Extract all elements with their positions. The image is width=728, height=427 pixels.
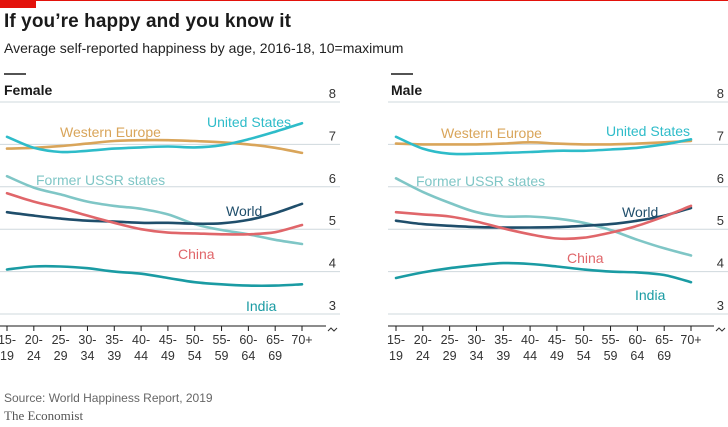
series-label-western-europe: Western Europe	[60, 124, 161, 140]
series-line-united-states	[5, 121, 304, 154]
x-tick-label: 59	[604, 349, 618, 363]
y-tick-label: 3	[329, 298, 336, 313]
x-tick-label: 64	[241, 349, 255, 363]
x-tick-label: 30-	[467, 333, 485, 347]
y-tick-label: 7	[329, 128, 336, 143]
x-tick-label: 49	[161, 349, 175, 363]
axis-break-icon	[715, 327, 726, 332]
panel-title-female: Female	[4, 82, 52, 98]
y-tick-label: 7	[717, 128, 724, 143]
y-tick-label: 6	[329, 171, 336, 186]
x-tick-label: 15-	[0, 333, 16, 347]
series-label-former-ussr-states: Former USSR states	[36, 172, 165, 188]
x-tick-label: 65-	[655, 333, 673, 347]
x-tick-label: 20-	[25, 333, 43, 347]
x-tick-label: 59	[215, 349, 229, 363]
x-tick-label: 69	[657, 349, 671, 363]
chart-title: If you’re happy and you know it	[4, 11, 292, 32]
x-tick-label: 50-	[575, 333, 593, 347]
series-label-former-ussr-states: Former USSR states	[416, 173, 545, 189]
x-tick-label: 20-	[414, 333, 432, 347]
x-tick-label: 15-	[387, 333, 405, 347]
y-tick-label: 6	[717, 171, 724, 186]
x-tick-label: 25-	[52, 333, 70, 347]
x-tick-label: 30-	[78, 333, 96, 347]
x-tick-label: 35-	[105, 333, 123, 347]
y-tick-label: 8	[717, 86, 724, 101]
x-tick-label: 34	[81, 349, 95, 363]
x-tick-label: 65-	[266, 333, 284, 347]
y-tick-label: 4	[717, 256, 724, 271]
x-tick-label: 60-	[239, 333, 257, 347]
series-line-world	[394, 206, 693, 229]
series-line-western-europe	[394, 139, 693, 146]
chart-subtitle: Average self-reported happiness by age, …	[4, 40, 404, 56]
x-tick-label: 60-	[628, 333, 646, 347]
series-label-world: World	[622, 204, 658, 220]
series-label-china: China	[178, 246, 215, 262]
x-tick-label: 45-	[548, 333, 566, 347]
x-tick-label: 55-	[602, 333, 620, 347]
y-tick-label: 5	[329, 213, 336, 228]
x-tick-label: 24	[416, 349, 430, 363]
x-tick-label: 49	[550, 349, 564, 363]
top-rule	[36, 0, 728, 1]
x-tick-label: 54	[188, 349, 202, 363]
x-tick-label: 70+	[680, 333, 701, 347]
series-label-united-states: United States	[207, 114, 291, 130]
x-tick-label: 35-	[494, 333, 512, 347]
x-tick-label: 70+	[291, 333, 312, 347]
series-line-united-states	[394, 135, 693, 156]
series-line-india	[5, 264, 304, 288]
series-label-western-europe: Western Europe	[441, 125, 542, 141]
axis-break-icon	[327, 327, 338, 332]
x-tick-label: 19	[0, 349, 14, 363]
x-tick-label: 29	[443, 349, 457, 363]
series-label-china: China	[567, 250, 604, 266]
series-label-india: India	[246, 298, 277, 314]
x-tick-label: 69	[268, 349, 282, 363]
economist-red-tag	[0, 0, 36, 8]
series-line-world	[5, 202, 304, 226]
y-tick-label: 8	[329, 86, 336, 101]
series-line-western-europe	[5, 138, 304, 155]
series-label-india: India	[635, 287, 666, 303]
series-line-china	[5, 191, 304, 236]
x-tick-label: 40-	[132, 333, 150, 347]
source-note: Source: World Happiness Report, 2019	[4, 391, 213, 405]
x-tick-label: 44	[134, 349, 148, 363]
x-tick-label: 50-	[186, 333, 204, 347]
x-tick-label: 44	[523, 349, 537, 363]
x-tick-label: 19	[389, 349, 403, 363]
y-tick-label: 5	[717, 213, 724, 228]
x-tick-label: 29	[54, 349, 68, 363]
series-line-china	[394, 204, 693, 241]
series-line-india	[394, 261, 693, 284]
x-tick-label: 64	[630, 349, 644, 363]
x-tick-label: 39	[107, 349, 121, 363]
x-tick-label: 54	[577, 349, 591, 363]
x-tick-label: 45-	[159, 333, 177, 347]
series-line-former-ussr-states	[394, 177, 693, 257]
series-label-united-states: United States	[606, 123, 690, 139]
y-tick-label: 4	[329, 256, 336, 271]
brand-logo-text: The Economist	[4, 408, 84, 423]
x-tick-label: 24	[27, 349, 41, 363]
y-tick-label: 3	[717, 298, 724, 313]
x-tick-label: 34	[470, 349, 484, 363]
x-tick-label: 25-	[441, 333, 459, 347]
panel-title-male: Male	[391, 82, 422, 98]
x-tick-label: 40-	[521, 333, 539, 347]
series-label-world: World	[226, 203, 262, 219]
x-tick-label: 55-	[213, 333, 231, 347]
x-tick-label: 39	[496, 349, 510, 363]
